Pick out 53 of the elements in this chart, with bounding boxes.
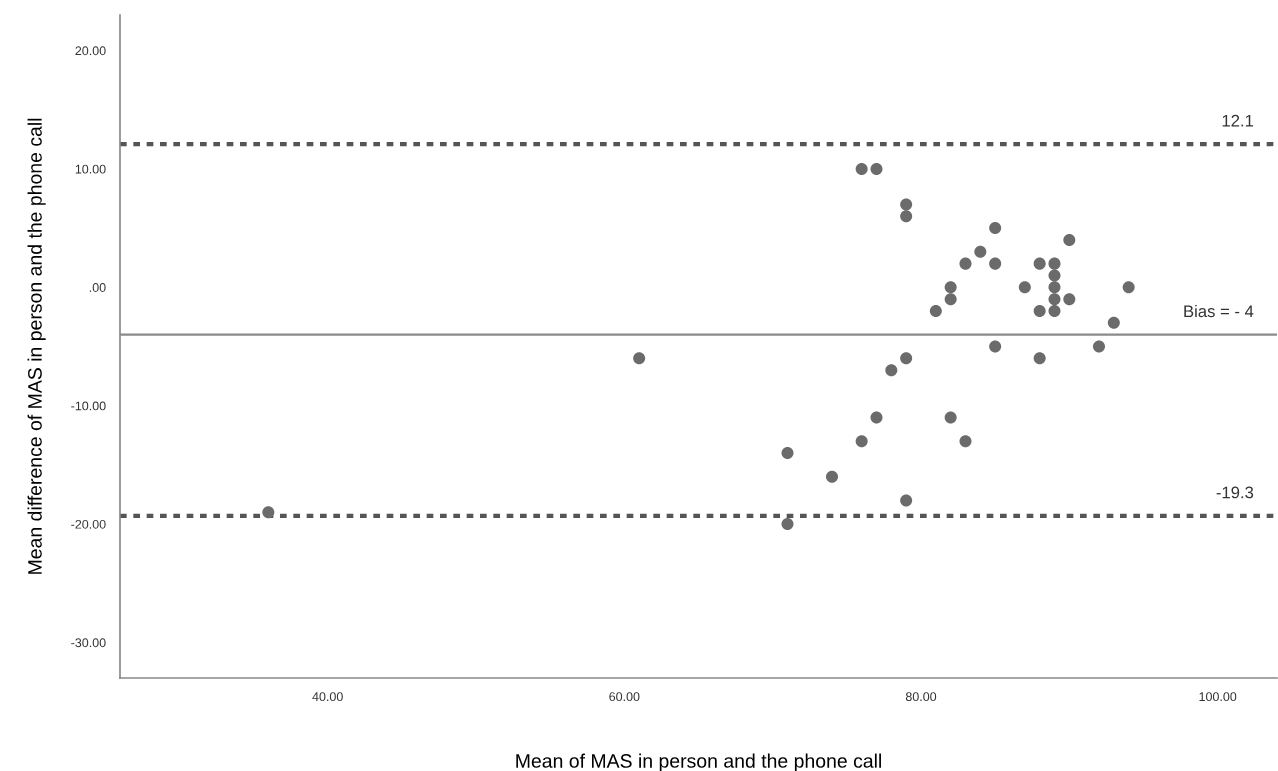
ref-line-label: -19.3 — [1216, 486, 1254, 499]
point — [855, 435, 868, 448]
point — [1048, 304, 1061, 317]
point — [885, 364, 898, 377]
x-tick-label: 100.00 — [1199, 692, 1237, 702]
point — [1063, 233, 1076, 246]
point — [781, 518, 794, 531]
x-tick-label: 40.00 — [312, 692, 343, 702]
point — [1048, 257, 1061, 270]
point — [870, 411, 883, 424]
point — [974, 245, 987, 258]
point — [781, 447, 794, 460]
ref-line-label: Bias = - 4 — [1184, 304, 1254, 318]
point — [1107, 316, 1120, 329]
point — [1048, 281, 1061, 294]
ref-line-label: 12.1 — [1222, 114, 1254, 127]
point — [825, 470, 839, 483]
point — [989, 222, 1002, 235]
y-axis-title: Mean difference of MAS in person and the phone call — [27, 118, 46, 574]
point — [1048, 269, 1061, 282]
x-tick-label: 80.00 — [905, 692, 937, 702]
point — [900, 210, 913, 223]
point — [944, 411, 957, 424]
y-tick-label: 10.00 — [75, 164, 106, 174]
point — [929, 304, 942, 317]
point — [1122, 281, 1135, 294]
point — [944, 281, 957, 294]
point — [1092, 340, 1106, 353]
y-tick-label: -20.00 — [71, 519, 106, 529]
y-tick-label: -10.00 — [71, 401, 106, 411]
point — [633, 352, 646, 365]
point — [1063, 293, 1076, 306]
point — [262, 506, 275, 519]
y-tick-label: -30.00 — [71, 638, 106, 648]
point — [989, 257, 1002, 270]
point — [855, 162, 868, 175]
y-tick-label: 20.00 — [75, 46, 106, 56]
point — [870, 162, 883, 175]
point — [1018, 281, 1031, 294]
point — [900, 494, 913, 507]
x-axis-title: Mean of MAS in person and the phone call — [516, 753, 881, 771]
point — [944, 293, 957, 306]
point — [900, 198, 913, 211]
point — [959, 257, 972, 270]
point — [1048, 293, 1061, 306]
point — [1033, 304, 1046, 317]
point — [989, 340, 1002, 353]
point — [959, 435, 972, 448]
point — [900, 352, 913, 365]
x-tick-label: 60.00 — [609, 692, 640, 702]
y-tick-label: .00 — [89, 283, 106, 292]
point — [1033, 352, 1046, 365]
point — [1033, 257, 1046, 270]
